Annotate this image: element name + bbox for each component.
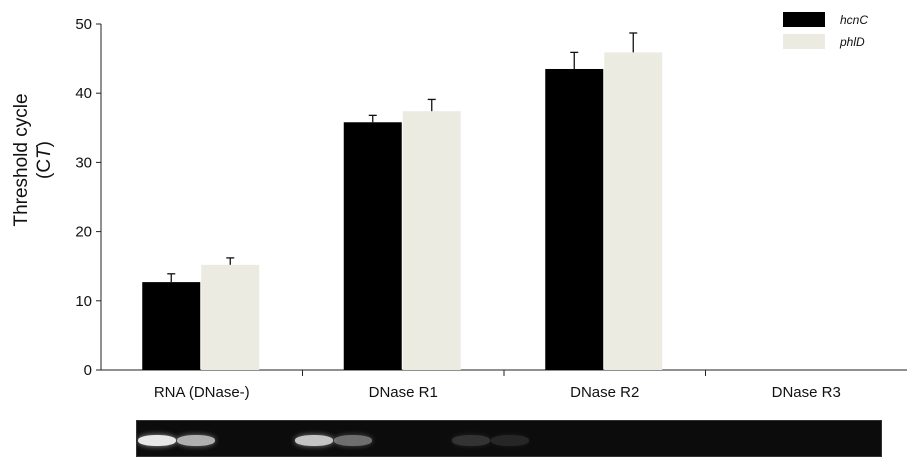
legend-swatch-hcnC bbox=[783, 12, 825, 27]
agarose-gel-image bbox=[136, 420, 882, 457]
gel-band bbox=[137, 435, 176, 446]
legend-label-hcnC: hcnC bbox=[840, 13, 868, 27]
bar-phlD bbox=[402, 111, 461, 370]
gel-band bbox=[176, 435, 215, 446]
y-tick-label: 40 bbox=[75, 85, 92, 102]
y-tick-label: 50 bbox=[75, 16, 92, 33]
x-tick-label: DNase R1 bbox=[369, 384, 438, 401]
x-tick-label: DNase R3 bbox=[772, 384, 841, 401]
bar-hcnC bbox=[142, 282, 201, 370]
x-axis: RNA (DNase-) DNase R1 DNase R2 DNase R3 bbox=[101, 369, 907, 401]
bar-phlD bbox=[201, 264, 260, 370]
bar-chart: 0 10 20 30 40 50 RNA (DNase-) DNase R1 DNase R2… bbox=[11, 12, 907, 401]
y-axis-unit-sub: ) bbox=[34, 141, 55, 147]
y-axis-label: Threshold cycle bbox=[11, 93, 32, 226]
bar-phlD bbox=[604, 52, 663, 370]
y-tick-label: 0 bbox=[84, 362, 92, 379]
y-tick-label: 20 bbox=[75, 224, 92, 241]
y-tick-label: 10 bbox=[75, 293, 92, 310]
gel-band bbox=[451, 435, 490, 446]
gel-band bbox=[333, 435, 372, 446]
gel-band bbox=[491, 435, 529, 446]
legend-swatch-phlD bbox=[783, 34, 825, 49]
legend: hcnC phlD bbox=[783, 12, 868, 49]
y-axis: 0 10 20 30 40 50 bbox=[75, 16, 102, 379]
y-tick-label: 30 bbox=[75, 154, 92, 171]
y-axis-unit-symbol: T bbox=[34, 146, 55, 159]
gel-band bbox=[294, 435, 333, 446]
error-bars-group bbox=[167, 32, 638, 283]
x-tick-label: RNA (DNase-) bbox=[154, 384, 250, 401]
x-tick-label: DNase R2 bbox=[570, 384, 639, 401]
y-axis-unit-prefix: (C bbox=[34, 159, 55, 179]
bars-group bbox=[142, 52, 663, 370]
bar-hcnC bbox=[545, 68, 604, 370]
legend-label-phlD: phlD bbox=[839, 35, 865, 49]
bar-hcnC bbox=[343, 122, 402, 370]
y-axis-label-unit: (CT) bbox=[34, 141, 55, 179]
